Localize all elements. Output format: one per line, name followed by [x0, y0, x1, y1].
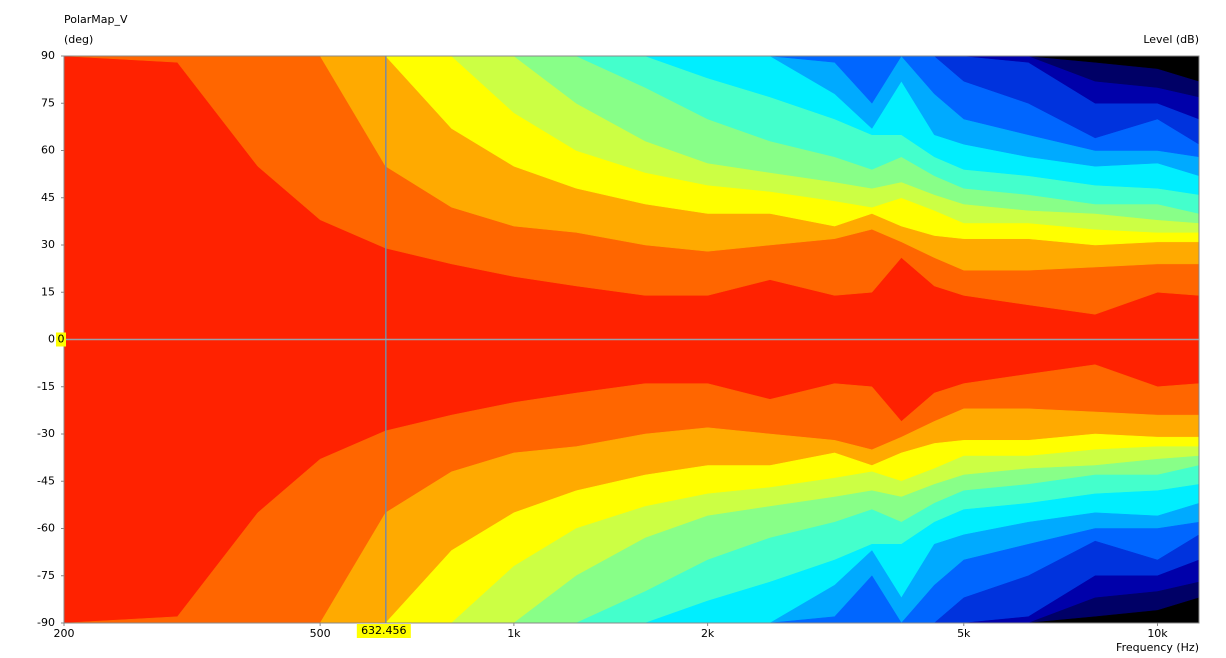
- cursor-y-label: 0: [58, 333, 65, 346]
- y-tick-label: -75: [37, 569, 55, 582]
- x-axis-label: Frequency (Hz): [1116, 641, 1199, 654]
- y-tick-label: 45: [41, 191, 55, 204]
- cursor-x-box: [356, 624, 411, 638]
- y-tick-label: -90: [37, 616, 55, 629]
- y-tick-label: 90: [41, 49, 55, 62]
- y-tick-label: -30: [37, 427, 55, 440]
- y-axis-label: (deg): [64, 33, 93, 46]
- chart-title: PolarMap_V: [64, 13, 128, 26]
- x-tick-label: 1k: [507, 627, 521, 640]
- colorbar-label: Level (dB): [1143, 33, 1199, 46]
- y-tick-label: 75: [41, 96, 55, 109]
- y-tick-label: -60: [37, 522, 55, 535]
- y-tick-label: -15: [37, 380, 55, 393]
- cursor-x-label: 632.456: [361, 624, 407, 637]
- x-tick-label: 500: [310, 627, 331, 640]
- cursor-y-box: [56, 332, 66, 347]
- y-tick-label: 15: [41, 285, 55, 298]
- x-tick-label: 200: [54, 627, 75, 640]
- x-tick-label: 10k: [1147, 627, 1168, 640]
- y-tick-label: 30: [41, 238, 55, 251]
- y-tick-label: 0: [48, 333, 55, 346]
- x-tick-label: 2k: [701, 627, 715, 640]
- y-tick-label: 60: [41, 144, 55, 157]
- x-tick-label: 5k: [957, 627, 971, 640]
- y-tick-label: -45: [37, 474, 55, 487]
